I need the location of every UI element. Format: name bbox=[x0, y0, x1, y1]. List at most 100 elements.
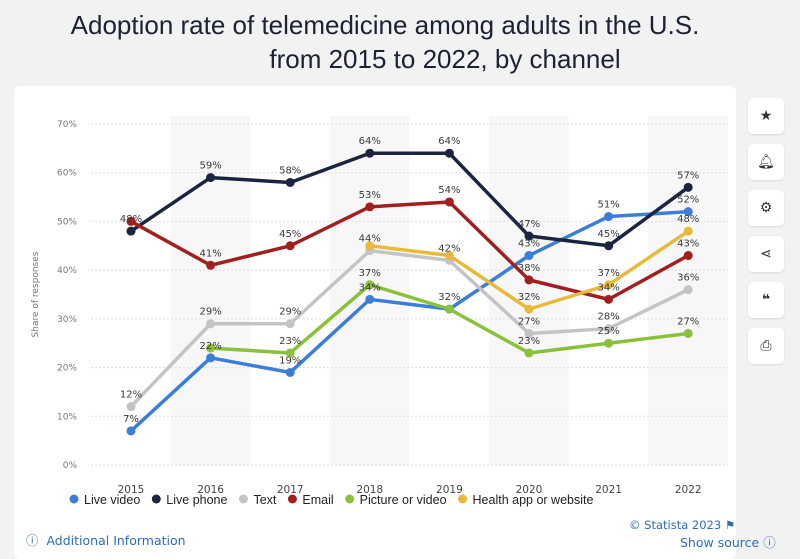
legend-marker bbox=[287, 494, 297, 504]
data-point bbox=[285, 319, 295, 329]
data-label: 64% bbox=[359, 136, 381, 147]
data-point bbox=[126, 402, 136, 412]
data-label: 52% bbox=[677, 195, 699, 206]
data-label: 53% bbox=[359, 190, 381, 201]
additional-information-link[interactable]: ⓘ Additional Information bbox=[26, 530, 186, 549]
data-point bbox=[524, 231, 534, 241]
data-point bbox=[683, 207, 693, 217]
data-label: 27% bbox=[518, 316, 540, 327]
data-point bbox=[683, 251, 693, 261]
data-point bbox=[604, 241, 614, 251]
data-label: 7% bbox=[123, 414, 139, 425]
title-line-1: Adoption rate of telemedicine among adul… bbox=[70, 10, 700, 40]
data-point bbox=[285, 177, 295, 187]
data-label: 37% bbox=[597, 268, 619, 279]
data-point bbox=[683, 328, 693, 338]
legend-item[interactable]: Text bbox=[253, 493, 276, 507]
data-label: 54% bbox=[438, 185, 460, 196]
x-tick-label: 2021 bbox=[595, 484, 622, 496]
data-label: 32% bbox=[518, 292, 540, 303]
credit-text: © Statista 2023 bbox=[629, 518, 722, 532]
statista-credit[interactable]: © Statista 2023 ⚑ bbox=[629, 518, 735, 532]
bell-icon: 🔔︎ bbox=[757, 154, 775, 170]
line-chart: 0% 10% 20% 30% 40% 50% 60% 70% Share of response… bbox=[31, 116, 729, 507]
show-source-link[interactable]: Show source ⓘ bbox=[680, 532, 776, 551]
legend-item[interactable]: Live video bbox=[84, 493, 140, 507]
series-line-live-phone bbox=[130, 151, 690, 248]
info-icon: ⓘ bbox=[26, 533, 39, 548]
info-icon: ⓘ bbox=[763, 535, 776, 550]
data-label: 25% bbox=[597, 326, 619, 337]
data-point bbox=[126, 226, 136, 236]
settings-button[interactable]: ⚙ bbox=[748, 190, 784, 226]
data-label: 28% bbox=[597, 312, 619, 323]
data-label: 47% bbox=[518, 219, 540, 230]
series-line-live-video bbox=[129, 209, 689, 433]
data-point bbox=[365, 148, 375, 158]
x-tick-label: 2017 bbox=[277, 484, 304, 496]
data-label: 45% bbox=[279, 229, 301, 240]
data-label: 44% bbox=[359, 234, 381, 245]
notification-button[interactable]: 🔔︎ bbox=[748, 144, 784, 180]
x-tick-label: 2016 bbox=[197, 484, 224, 496]
cite-button[interactable]: ❝ bbox=[748, 282, 784, 318]
legend-item[interactable]: Health app or website bbox=[473, 493, 594, 507]
quote-icon: ❝ bbox=[761, 292, 771, 308]
favorite-button[interactable]: ★ bbox=[748, 98, 784, 134]
y-axis-label: Share of responses bbox=[31, 251, 41, 337]
data-label: 45% bbox=[597, 229, 619, 240]
data-point bbox=[206, 260, 216, 270]
data-label: 57% bbox=[677, 170, 699, 181]
y-tick-label: 70% bbox=[57, 120, 77, 130]
x-tick-label: 2022 bbox=[675, 484, 702, 496]
data-point bbox=[206, 343, 216, 353]
data-point bbox=[604, 324, 614, 334]
gear-icon: ⚙ bbox=[759, 200, 773, 216]
legend-item[interactable]: Email bbox=[302, 493, 333, 507]
y-tick-label: 10% bbox=[57, 412, 77, 422]
data-point bbox=[524, 251, 534, 261]
data-label: 29% bbox=[199, 307, 221, 318]
data-label: 58% bbox=[279, 165, 301, 176]
legend-item[interactable]: Live phone bbox=[166, 493, 227, 507]
data-point bbox=[365, 241, 375, 251]
data-point bbox=[206, 319, 216, 329]
legend-marker bbox=[238, 494, 248, 504]
data-point bbox=[683, 182, 693, 192]
show-source-text: Show source bbox=[680, 535, 760, 550]
data-label: 43% bbox=[518, 239, 540, 250]
data-point bbox=[604, 280, 614, 290]
data-label: 41% bbox=[199, 248, 221, 259]
data-label: 22% bbox=[199, 341, 221, 352]
data-label: 27% bbox=[677, 316, 699, 327]
data-point bbox=[524, 275, 534, 285]
data-label: 12% bbox=[120, 390, 142, 401]
additional-info-text: Additional Information bbox=[46, 533, 186, 548]
data-point bbox=[683, 226, 693, 236]
series-line-email bbox=[130, 200, 690, 302]
data-label: 32% bbox=[438, 292, 460, 303]
data-point bbox=[604, 294, 614, 304]
legend-marker bbox=[151, 494, 161, 504]
data-point bbox=[206, 353, 216, 363]
data-label: 19% bbox=[279, 355, 301, 366]
data-point bbox=[365, 294, 375, 304]
data-label: 37% bbox=[359, 268, 381, 279]
x-tick-label: 2019 bbox=[436, 484, 463, 496]
y-tick-label: 0% bbox=[63, 461, 78, 471]
data-point bbox=[604, 212, 614, 222]
data-label: 43% bbox=[677, 239, 699, 250]
data-point bbox=[365, 280, 375, 290]
share-button[interactable]: ⋖ bbox=[748, 236, 784, 272]
print-button[interactable]: ⎙ bbox=[748, 328, 784, 364]
data-point bbox=[365, 202, 375, 212]
legend-item[interactable]: Picture or video bbox=[360, 493, 447, 507]
data-label: 48% bbox=[677, 214, 699, 225]
x-tick-label: 2015 bbox=[118, 484, 145, 496]
share-icon: ⋖ bbox=[760, 246, 772, 262]
data-label: 42% bbox=[438, 243, 460, 254]
data-point bbox=[285, 348, 295, 358]
data-point bbox=[524, 348, 534, 358]
data-point bbox=[285, 367, 295, 377]
data-point bbox=[604, 338, 614, 348]
